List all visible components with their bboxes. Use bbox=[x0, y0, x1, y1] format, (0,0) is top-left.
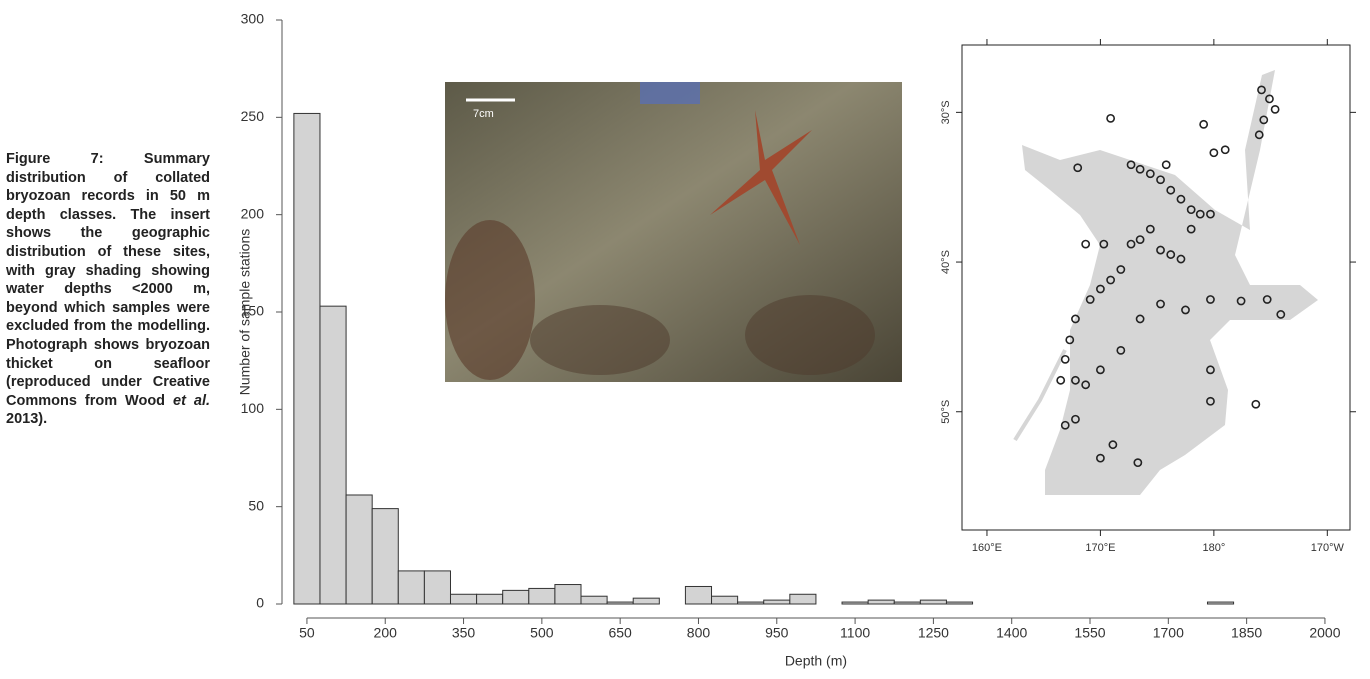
x-tick-label: 180° bbox=[1202, 542, 1225, 554]
x-tick-label: 1550 bbox=[1074, 625, 1105, 641]
y-tick-label: 40°S bbox=[940, 250, 952, 274]
bar bbox=[790, 594, 816, 604]
photo-detail bbox=[745, 295, 875, 375]
bar bbox=[398, 571, 424, 604]
y-axis-label: Number of sample stations bbox=[237, 229, 253, 396]
bar bbox=[555, 585, 581, 604]
bar bbox=[424, 571, 450, 604]
bar bbox=[738, 602, 764, 604]
y-tick-label: 0 bbox=[256, 595, 264, 611]
bar bbox=[529, 588, 555, 604]
bar bbox=[920, 600, 946, 604]
bar bbox=[503, 590, 529, 604]
x-tick-label: 160°E bbox=[972, 542, 1002, 554]
page: {"caption": {"before": "Figure 7: Summar… bbox=[0, 0, 1370, 679]
x-tick-label: 500 bbox=[530, 625, 554, 641]
figure: 7cm 050100150200250300502003505006508009… bbox=[0, 0, 1370, 679]
scale-label: 7cm bbox=[473, 108, 494, 120]
x-tick-label: 200 bbox=[374, 625, 398, 641]
y-tick-label: 200 bbox=[241, 205, 265, 221]
y-tick-label: 30°S bbox=[940, 100, 952, 124]
bar bbox=[607, 602, 633, 604]
x-tick-label: 1700 bbox=[1153, 625, 1184, 641]
bar bbox=[581, 596, 607, 604]
bar bbox=[372, 509, 398, 604]
x-tick-label: 1250 bbox=[918, 625, 949, 641]
x-tick-label: 950 bbox=[765, 625, 789, 641]
x-tick-label: 350 bbox=[452, 625, 476, 641]
bar bbox=[294, 113, 320, 604]
x-tick-label: 800 bbox=[687, 625, 711, 641]
bar bbox=[685, 586, 711, 604]
y-tick-label: 250 bbox=[241, 108, 265, 124]
bar bbox=[868, 600, 894, 604]
x-tick-label: 50 bbox=[299, 625, 315, 641]
x-axis-label: Depth (m) bbox=[785, 653, 847, 669]
x-tick-label: 1100 bbox=[840, 625, 870, 641]
y-tick-label: 50 bbox=[248, 497, 264, 513]
bar bbox=[633, 598, 659, 604]
bar bbox=[477, 594, 503, 604]
x-tick-label: 1400 bbox=[996, 625, 1027, 641]
photo-detail bbox=[530, 305, 670, 375]
bar bbox=[894, 602, 920, 604]
bar bbox=[1207, 602, 1233, 604]
x-tick-label: 1850 bbox=[1231, 625, 1262, 641]
y-tick-label: 100 bbox=[241, 400, 265, 416]
y-tick-label: 300 bbox=[241, 11, 265, 27]
photo-detail bbox=[640, 82, 700, 104]
bar bbox=[346, 495, 372, 604]
x-tick-label: 2000 bbox=[1309, 625, 1340, 641]
photo-inset: 7cm bbox=[445, 82, 902, 382]
map-inset bbox=[962, 45, 1350, 530]
bar bbox=[764, 600, 790, 604]
x-tick-label: 170°W bbox=[1311, 542, 1345, 554]
bar bbox=[946, 602, 972, 604]
bar bbox=[450, 594, 476, 604]
bar bbox=[712, 596, 738, 604]
photo-detail bbox=[445, 220, 535, 380]
bar bbox=[842, 602, 868, 604]
bar bbox=[320, 306, 346, 604]
x-tick-label: 170°E bbox=[1085, 542, 1115, 554]
y-tick-label: 50°S bbox=[940, 400, 952, 424]
x-tick-label: 650 bbox=[608, 625, 632, 641]
